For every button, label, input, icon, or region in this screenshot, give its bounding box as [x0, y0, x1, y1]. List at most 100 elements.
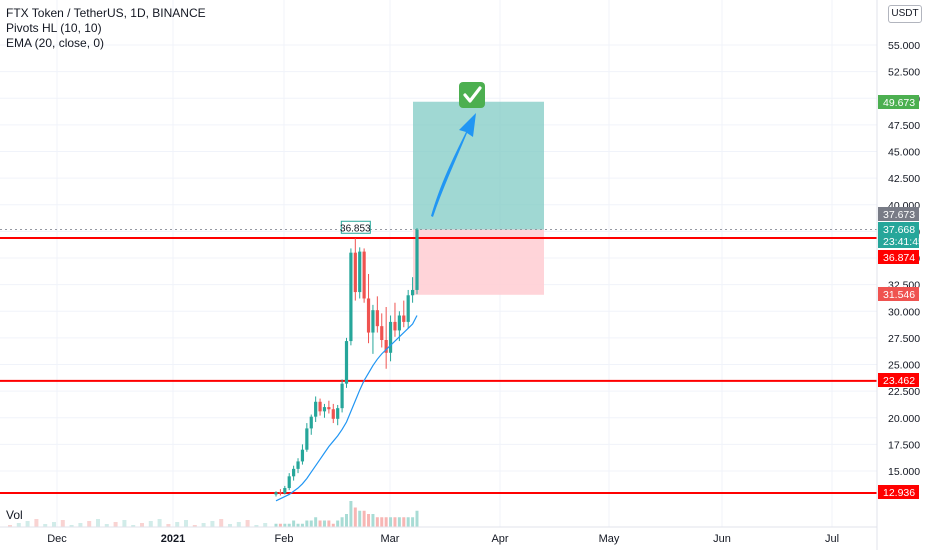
- price-tag: [878, 287, 919, 301]
- position-zones: [413, 101, 544, 295]
- volume-bar: [78, 523, 83, 527]
- volume-bar: [287, 523, 291, 527]
- x-tick-label: Jul: [825, 533, 839, 545]
- volume-bar: [245, 520, 250, 527]
- candle-body: [344, 341, 349, 384]
- annotations: 36.853: [340, 82, 485, 234]
- volume-bar: [201, 523, 206, 527]
- volume-bar: [52, 522, 56, 527]
- candle-body: [371, 310, 375, 333]
- volume-bar: [345, 514, 348, 527]
- volume-bar: [397, 517, 401, 527]
- volume-bar: [336, 520, 340, 527]
- y-tick-label: 25.000: [888, 360, 920, 372]
- y-tick-label: 30.000: [888, 306, 920, 318]
- volume-bar: [278, 523, 282, 527]
- y-tick-label: 22.500: [888, 386, 920, 398]
- candle-body: [349, 252, 353, 342]
- volume-bar: [34, 519, 39, 527]
- x-tick-label: Apr: [491, 533, 508, 545]
- volume-bar: [96, 519, 100, 527]
- volume-bar: [380, 517, 384, 527]
- volume-bar: [327, 520, 331, 527]
- price-tag: [878, 373, 919, 387]
- chart-grid: [0, 0, 877, 527]
- volume-bar: [219, 519, 224, 527]
- ema-indicator-label[interactable]: EMA (20, close, 0): [6, 36, 105, 50]
- y-tick-label: 15.000: [888, 466, 920, 478]
- volume-bars: [8, 501, 419, 527]
- price-tag-text: 12.936: [883, 487, 915, 499]
- volume-bar: [331, 523, 335, 527]
- price-tag-text: 23.462: [883, 375, 915, 387]
- volume-bar: [25, 521, 30, 527]
- candle-body: [340, 383, 344, 409]
- volume-bar: [415, 510, 419, 527]
- candle-body: [410, 289, 415, 296]
- pivots-indicator-label[interactable]: Pivots HL (10, 10): [6, 21, 102, 35]
- candle-body: [336, 408, 340, 419]
- price-tag-text: 23:41:45: [883, 236, 924, 248]
- y-tick-label: 45.000: [888, 147, 920, 159]
- volume-bar: [322, 520, 326, 527]
- price-tag: [878, 234, 919, 248]
- volume-bar: [406, 517, 410, 527]
- candlestick-series: [274, 228, 419, 497]
- candle-body: [331, 409, 335, 419]
- volume-bar: [349, 501, 353, 527]
- volume-bar: [113, 522, 118, 527]
- candle-body: [406, 295, 410, 322]
- x-tick-label: Mar: [381, 533, 400, 545]
- volume-bar: [411, 517, 415, 527]
- volume-bar: [358, 510, 362, 527]
- candle-body: [388, 321, 393, 353]
- volume-bar: [69, 525, 74, 527]
- price-tag-text: 37.668: [883, 224, 915, 236]
- price-tag: [878, 222, 919, 236]
- volume-bar: [296, 523, 300, 527]
- candle-body: [327, 407, 331, 410]
- stop-zone: [413, 229, 544, 295]
- volume-bar: [254, 525, 259, 527]
- candle-body: [283, 488, 287, 494]
- volume-bar: [393, 517, 397, 527]
- volume-bar: [175, 522, 180, 527]
- volume-bar: [104, 524, 109, 527]
- volume-bar: [389, 517, 393, 527]
- candle-body: [292, 468, 296, 477]
- currency-selector[interactable]: USDT: [888, 5, 922, 23]
- y-tick-label: 20.000: [888, 413, 920, 425]
- price-tag-text: 37.673: [883, 209, 915, 221]
- volume-bar: [263, 523, 268, 527]
- volume-label: Vol: [6, 508, 23, 522]
- candle-body: [402, 315, 406, 322]
- candle-body: [397, 315, 401, 331]
- x-tick-label: May: [599, 533, 620, 545]
- price-tag: [878, 207, 919, 221]
- candle-body: [305, 428, 309, 450]
- volume-bar: [274, 523, 278, 527]
- volume-bar: [157, 519, 162, 527]
- volume-bar: [228, 524, 232, 527]
- candle-body: [415, 229, 419, 290]
- volume-bar: [402, 517, 406, 527]
- volume-bar: [375, 517, 379, 527]
- volume-bar: [8, 525, 12, 527]
- candle-body: [322, 407, 327, 412]
- price-tag: [878, 485, 919, 499]
- volume-bar: [43, 524, 48, 527]
- volume-bar: [192, 525, 197, 527]
- ema-line: [275, 315, 418, 502]
- candle-body: [358, 251, 362, 293]
- price-tag-text: 49.673: [883, 97, 915, 109]
- volume-bar: [210, 521, 215, 527]
- candle-body: [375, 310, 379, 327]
- volume-bar: [283, 523, 287, 527]
- volume-bar: [353, 507, 357, 527]
- candle-body: [362, 251, 366, 299]
- check-icon: [463, 86, 482, 103]
- price-tag: [878, 250, 919, 264]
- ema-line: [275, 315, 418, 502]
